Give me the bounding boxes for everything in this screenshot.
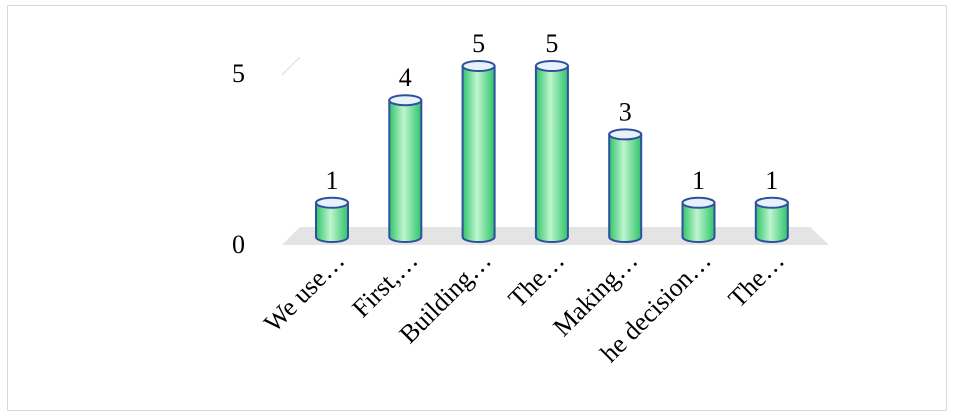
bar-top xyxy=(754,196,789,209)
bar-top xyxy=(608,128,643,141)
data-label: 3 xyxy=(619,97,632,126)
bar-top xyxy=(534,60,569,72)
category-label: The… xyxy=(723,246,790,313)
data-label: 1 xyxy=(692,166,705,195)
bar xyxy=(681,196,716,243)
bar-body xyxy=(681,201,716,243)
bar-body xyxy=(608,133,643,243)
bar-top xyxy=(461,60,496,72)
bar xyxy=(461,60,496,243)
bar xyxy=(608,128,643,243)
bar xyxy=(315,196,349,243)
data-label: 5 xyxy=(545,29,558,58)
bar-body xyxy=(534,65,569,243)
data-label: 5 xyxy=(472,29,485,58)
bar-top xyxy=(315,196,349,209)
bar-top xyxy=(388,94,423,107)
bar xyxy=(534,60,569,243)
data-label: 1 xyxy=(326,166,339,195)
category-label: The… xyxy=(503,246,570,313)
bar-body xyxy=(388,99,423,243)
bar-top xyxy=(681,196,716,209)
bar-body xyxy=(315,201,349,243)
y-tick-label: 0 xyxy=(232,230,245,259)
category-label: We use… xyxy=(258,246,350,338)
back-wall-edge xyxy=(281,56,301,76)
bar xyxy=(388,94,423,243)
bar xyxy=(754,196,789,243)
y-tick-label: 5 xyxy=(232,59,245,88)
bar-body xyxy=(461,65,496,243)
bar-body xyxy=(754,201,789,243)
data-label: 1 xyxy=(765,166,778,195)
data-label: 4 xyxy=(399,63,412,92)
